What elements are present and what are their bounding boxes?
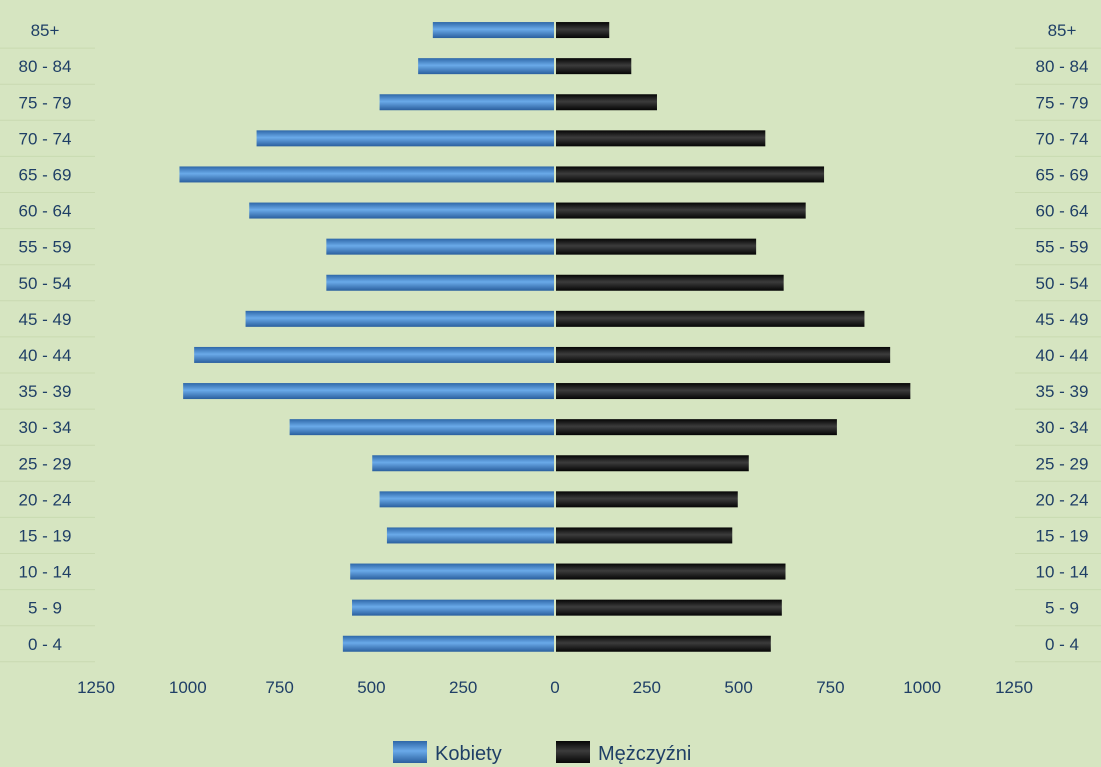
age-label-left-10-14: 10 - 14: [19, 563, 72, 582]
legend-label-mezczyzni: Mężczyźni: [598, 743, 691, 765]
bar-mezczyzni-10-14: [556, 563, 786, 580]
age-label-left-85: 85+: [31, 21, 60, 40]
legend: Kobiety Mężczyźni: [393, 741, 691, 765]
age-label-left-0-4: 0 - 4: [28, 635, 62, 654]
age-label-right-45-49: 45 - 49: [1036, 310, 1089, 329]
age-label-left-60-64: 60 - 64: [19, 202, 72, 221]
x-tick-label: 500: [357, 678, 385, 697]
age-label-right-65-69: 65 - 69: [1036, 165, 1089, 184]
bar-mezczyzni-85: [556, 22, 610, 39]
series-mezczyzni-bars: [556, 22, 911, 652]
bar-mezczyzni-15-19: [556, 527, 733, 544]
bar-kobiety-0-4: [342, 635, 554, 652]
bar-kobiety-30-34: [289, 419, 554, 436]
bar-mezczyzni-35-39: [556, 383, 911, 400]
age-label-left-30-34: 30 - 34: [19, 418, 72, 437]
x-tick-label: 1250: [995, 678, 1033, 697]
bar-kobiety-40-44: [194, 346, 555, 363]
age-label-left-65-69: 65 - 69: [19, 165, 72, 184]
bar-kobiety-50-54: [326, 274, 554, 291]
age-label-right-15-19: 15 - 19: [1036, 526, 1089, 545]
bar-mezczyzni-45-49: [556, 310, 865, 327]
bar-kobiety-25-29: [372, 455, 554, 472]
age-label-right-35-39: 35 - 39: [1036, 382, 1089, 401]
x-tick-label: 250: [633, 678, 661, 697]
age-label-right-60-64: 60 - 64: [1036, 202, 1089, 221]
age-label-left-80-84: 80 - 84: [19, 57, 72, 76]
bar-mezczyzni-50-54: [556, 274, 784, 291]
bar-kobiety-65-69: [179, 166, 554, 183]
age-label-left-35-39: 35 - 39: [19, 382, 72, 401]
bar-mezczyzni-55-59: [556, 238, 757, 255]
series-kobiety-bars: [179, 22, 555, 652]
age-label-right-55-59: 55 - 59: [1036, 238, 1089, 257]
age-label-right-0-4: 0 - 4: [1045, 635, 1079, 654]
age-label-left-20-24: 20 - 24: [19, 490, 72, 509]
legend-label-kobiety: Kobiety: [435, 743, 502, 765]
bar-mezczyzni-0-4: [556, 635, 771, 652]
age-label-right-20-24: 20 - 24: [1036, 490, 1089, 509]
bar-kobiety-20-24: [379, 491, 554, 508]
bar-kobiety-75-79: [379, 94, 554, 111]
age-label-right-50-54: 50 - 54: [1036, 274, 1089, 293]
age-label-left-25-29: 25 - 29: [19, 454, 72, 473]
bar-kobiety-60-64: [249, 202, 554, 219]
x-axis-ticks: 1250 1000 750 500 250 0 250 500 750 1000 1250: [77, 678, 1033, 697]
age-labels-left: 85+ 80 - 84 75 - 79 70 - 74 65 - 69 60 - 64 55…: [19, 21, 72, 654]
x-tick-label: 750: [265, 678, 293, 697]
bar-kobiety-10-14: [350, 563, 554, 580]
x-tick-label: 1250: [77, 678, 115, 697]
age-label-right-5-9: 5 - 9: [1045, 599, 1079, 618]
age-label-left-75-79: 75 - 79: [19, 93, 72, 112]
age-label-left-5-9: 5 - 9: [28, 599, 62, 618]
legend-swatch-kobiety: [393, 741, 427, 763]
age-labels-right: 85+ 80 - 84 75 - 79 70 - 74 65 - 69 60 - 64 55…: [1036, 21, 1089, 654]
x-tick-label: 750: [816, 678, 844, 697]
bar-mezczyzni-65-69: [556, 166, 825, 183]
age-label-right-30-34: 30 - 34: [1036, 418, 1089, 437]
x-tick-label: 0: [550, 678, 559, 697]
row-separators: [0, 47, 1101, 663]
age-label-right-70-74: 70 - 74: [1036, 129, 1089, 148]
age-label-right-25-29: 25 - 29: [1036, 454, 1089, 473]
bar-mezczyzni-75-79: [556, 94, 657, 111]
x-tick-label: 500: [724, 678, 752, 697]
age-label-right-40-44: 40 - 44: [1036, 346, 1089, 365]
bar-kobiety-5-9: [352, 599, 554, 616]
age-label-left-45-49: 45 - 49: [19, 310, 72, 329]
age-label-left-70-74: 70 - 74: [19, 129, 72, 148]
bar-kobiety-70-74: [256, 130, 554, 147]
bar-kobiety-55-59: [326, 238, 554, 255]
age-label-right-10-14: 10 - 14: [1036, 563, 1089, 582]
bar-mezczyzni-80-84: [556, 58, 632, 75]
age-label-right-80-84: 80 - 84: [1036, 57, 1089, 76]
age-label-right-75-79: 75 - 79: [1036, 93, 1089, 112]
bar-kobiety-85: [432, 22, 554, 39]
age-label-left-15-19: 15 - 19: [19, 526, 72, 545]
x-tick-label: 1000: [169, 678, 207, 697]
bar-mezczyzni-30-34: [556, 419, 837, 436]
bar-mezczyzni-60-64: [556, 202, 806, 219]
legend-swatch-mezczyzni: [556, 741, 590, 763]
bar-kobiety-45-49: [245, 310, 554, 327]
age-label-left-40-44: 40 - 44: [19, 346, 72, 365]
x-tick-label: 250: [449, 678, 477, 697]
age-label-left-50-54: 50 - 54: [19, 274, 72, 293]
bar-mezczyzni-40-44: [556, 346, 891, 363]
bar-mezczyzni-20-24: [556, 491, 738, 508]
bar-kobiety-15-19: [386, 527, 554, 544]
bar-mezczyzni-25-29: [556, 455, 749, 472]
age-label-right-85: 85+: [1048, 21, 1077, 40]
age-label-left-55-59: 55 - 59: [19, 238, 72, 257]
bar-kobiety-80-84: [418, 58, 554, 75]
bar-mezczyzni-5-9: [556, 599, 782, 616]
x-tick-label: 1000: [903, 678, 941, 697]
bar-kobiety-35-39: [183, 383, 555, 400]
bar-mezczyzni-70-74: [556, 130, 766, 147]
